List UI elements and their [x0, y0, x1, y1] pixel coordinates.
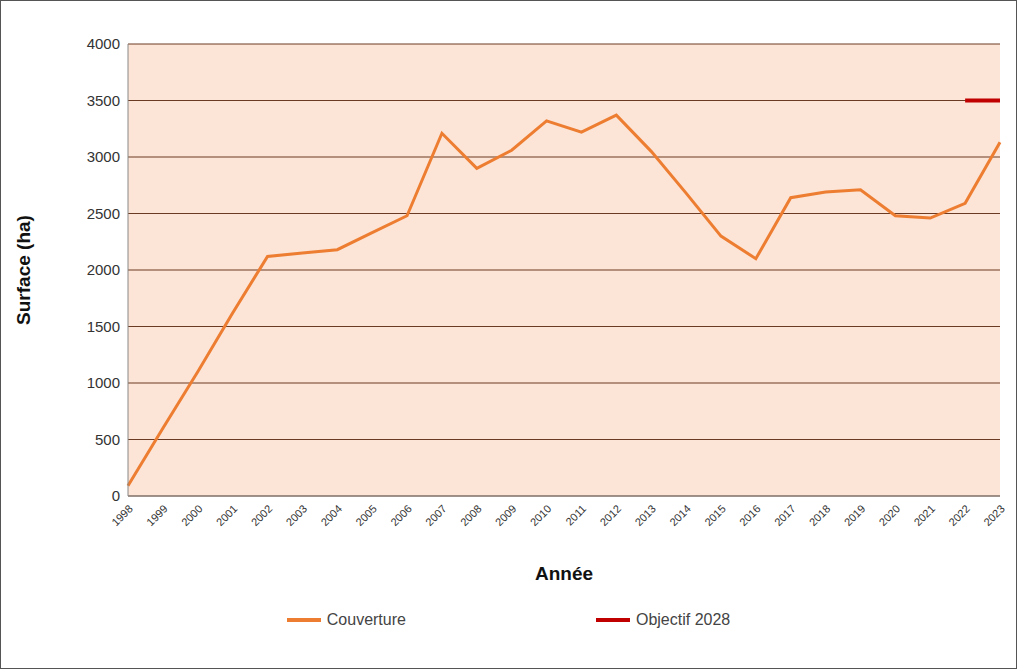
svg-text:Surface (ha): Surface (ha) [13, 215, 34, 325]
svg-text:0: 0 [112, 487, 120, 504]
svg-text:2014: 2014 [667, 502, 693, 528]
svg-text:2013: 2013 [632, 502, 658, 528]
svg-text:2003: 2003 [284, 502, 310, 528]
svg-text:2015: 2015 [702, 502, 728, 528]
svg-text:2023: 2023 [981, 502, 1007, 528]
svg-text:2001: 2001 [214, 502, 240, 528]
svg-text:2022: 2022 [946, 502, 972, 528]
svg-text:2006: 2006 [388, 502, 414, 528]
svg-text:2021: 2021 [911, 502, 937, 528]
svg-text:2009: 2009 [493, 502, 519, 528]
svg-text:2000: 2000 [87, 261, 120, 278]
svg-text:2011: 2011 [563, 502, 588, 527]
svg-text:1000: 1000 [87, 374, 120, 391]
svg-text:1999: 1999 [144, 502, 170, 528]
svg-text:2004: 2004 [318, 502, 344, 528]
svg-text:2012: 2012 [597, 502, 623, 528]
svg-text:2008: 2008 [458, 502, 484, 528]
svg-text:2000: 2000 [179, 502, 205, 528]
svg-text:2017: 2017 [772, 502, 798, 528]
svg-text:2500: 2500 [87, 205, 120, 222]
svg-text:2007: 2007 [423, 502, 449, 528]
svg-text:2016: 2016 [737, 502, 763, 528]
svg-text:3000: 3000 [87, 148, 120, 165]
svg-text:Année: Année [535, 563, 593, 584]
svg-text:2018: 2018 [807, 502, 833, 528]
svg-text:2010: 2010 [528, 502, 554, 528]
svg-text:2005: 2005 [353, 502, 379, 528]
html-text:Objectif 2028: Objectif 2028 [635, 611, 731, 628]
svg-text:1998: 1998 [109, 502, 135, 528]
html-text:Couverture: Couverture [326, 611, 406, 628]
svg-text:2019: 2019 [842, 502, 868, 528]
svg-text:2020: 2020 [876, 502, 902, 528]
svg-text:4000: 4000 [87, 35, 120, 52]
svg-text:1500: 1500 [87, 318, 120, 335]
svg-text:500: 500 [95, 431, 120, 448]
svg-text:3500: 3500 [87, 92, 120, 109]
svg-text:2002: 2002 [249, 502, 275, 528]
